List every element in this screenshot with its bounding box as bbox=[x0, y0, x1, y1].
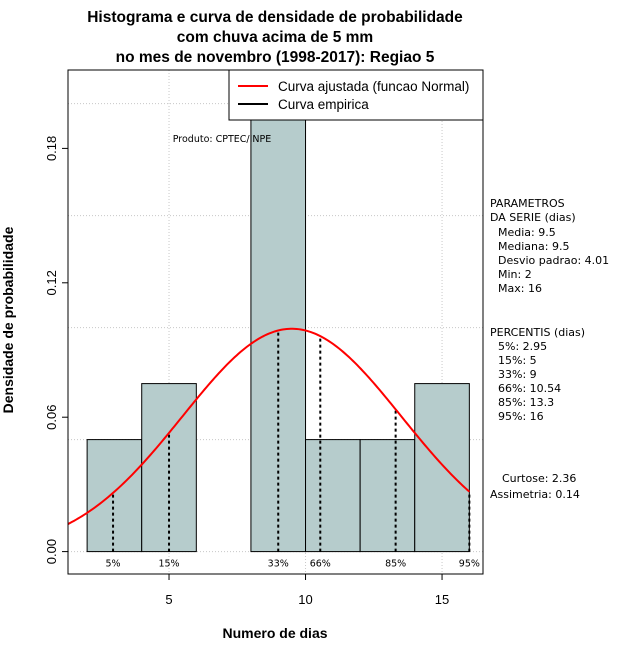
legend-box bbox=[228, 69, 484, 121]
axis-ticks: 5 10 15 0.00 0.06 0.12 0.18 bbox=[44, 136, 449, 607]
percentil-33: 33%: 9 bbox=[498, 368, 537, 381]
percentil-5: 5%: 2.95 bbox=[498, 340, 547, 353]
assimetria-value: Assimetria: 0.14 bbox=[490, 488, 580, 501]
y-tick-label-2: 0.12 bbox=[44, 270, 59, 295]
percentil-66: 66%: 10.54 bbox=[498, 382, 561, 395]
percentile-label-5: 95% bbox=[459, 559, 480, 570]
percentile-label-1: 15% bbox=[158, 559, 179, 570]
y-tick-label-1: 0.06 bbox=[44, 405, 59, 430]
percentil-95: 95%: 16 bbox=[498, 410, 544, 423]
y-tick-label-0: 0.00 bbox=[44, 539, 59, 564]
params-title-line-1: PARAMETROS bbox=[490, 197, 565, 210]
percentile-label-2: 33% bbox=[268, 559, 289, 570]
params-title-line-2: DA SERIE (dias) bbox=[490, 211, 576, 224]
x-tick-label-2: 15 bbox=[435, 592, 449, 607]
percentile-label-3: 66% bbox=[310, 559, 331, 570]
chart-title-line-3: no mes de novembro (1998-2017): Regiao 5 bbox=[116, 49, 435, 66]
y-axis-label: Densidade de probabilidade bbox=[0, 226, 16, 413]
legend: Curva ajustada (funcao Normal) Curva emp… bbox=[228, 69, 484, 121]
histogram-bar-0 bbox=[86, 439, 143, 553]
y-tick-label-3: 0.18 bbox=[44, 136, 59, 161]
x-tick-label-1: 10 bbox=[298, 592, 312, 607]
param-media: Media: 9.5 bbox=[498, 226, 556, 239]
param-desvio: Desvio padrao: 4.01 bbox=[498, 254, 609, 267]
param-max: Max: 16 bbox=[498, 282, 542, 295]
legend-label-empirical: Curva empirica bbox=[278, 97, 369, 112]
normal-curve-line bbox=[67, 327, 471, 525]
chart-title-line-1: Histograma e curva de densidade de proba… bbox=[87, 9, 463, 26]
histogram-bar-4 bbox=[305, 439, 361, 553]
curtose-value: Curtose: 2.36 bbox=[502, 472, 576, 485]
stats-panel: PARAMETROS DA SERIE (dias) Media: 9.5 Me… bbox=[490, 197, 609, 501]
chart-title-line-2: com chuva acima de 5 mm bbox=[177, 29, 373, 46]
param-mediana: Mediana: 9.5 bbox=[498, 240, 569, 253]
legend-label-normal: Curva ajustada (funcao Normal) bbox=[278, 79, 469, 94]
density-curves bbox=[67, 327, 471, 525]
histogram-bar-5 bbox=[359, 439, 416, 553]
percentil-85: 85%: 13.3 bbox=[498, 396, 554, 409]
percentis-title: PERCENTIS (dias) bbox=[490, 326, 585, 339]
percentil-15: 15%: 5 bbox=[498, 354, 537, 367]
histogram-bars bbox=[86, 103, 470, 553]
x-tick-label-0: 5 bbox=[165, 592, 172, 607]
histogram-bar-6 bbox=[414, 383, 470, 553]
percentile-lines: 5% 15% 33% 66% 85% 95% bbox=[106, 330, 480, 570]
percentile-label-4: 85% bbox=[385, 559, 406, 570]
param-min: Min: 2 bbox=[498, 268, 532, 281]
credit-text: Produto: CPTEC/INPE bbox=[173, 134, 272, 145]
x-axis-label: Numero de dias bbox=[222, 625, 327, 641]
percentile-label-0: 5% bbox=[106, 559, 121, 570]
